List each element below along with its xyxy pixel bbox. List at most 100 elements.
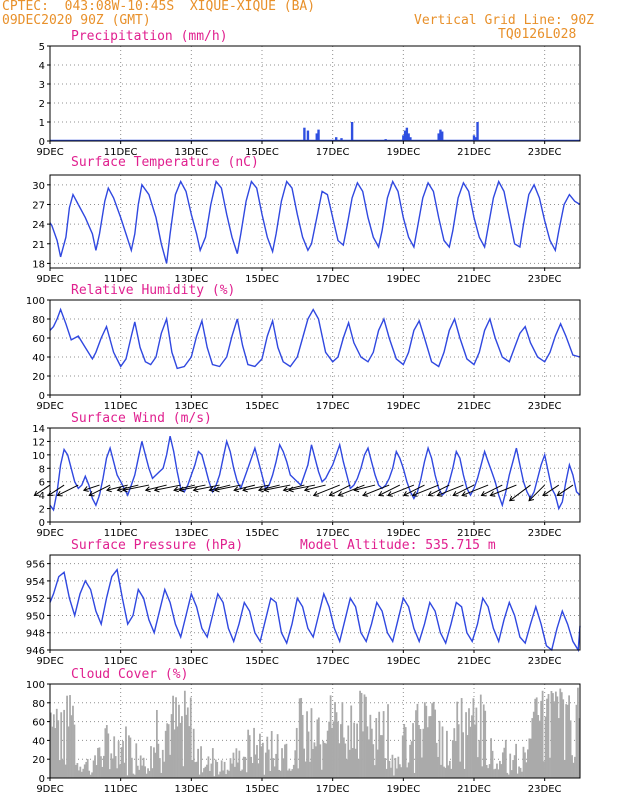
cloud-bar [319, 744, 322, 778]
cloud-bar [120, 747, 123, 778]
cloud-bar [351, 748, 354, 778]
cloud-bar [191, 760, 194, 778]
cloud-bar [469, 726, 472, 778]
cloud-bar [182, 766, 185, 778]
cloud-bar [493, 769, 495, 778]
cloud-bar [167, 724, 170, 778]
cloud-bar [549, 757, 551, 778]
cloud-bar [482, 704, 485, 778]
cloud-bar [471, 715, 473, 778]
y-tick-label: 6 [39, 478, 45, 489]
cloud-bar [63, 709, 66, 778]
cloud-bar [528, 738, 531, 778]
precip-bar [409, 137, 412, 141]
cloud-bar [534, 698, 537, 778]
x-tick-label: 11DEC [104, 401, 138, 412]
cloud-bar [559, 688, 562, 778]
cloud-bar [385, 768, 388, 778]
wind-vector [304, 484, 326, 491]
cloud-bar [388, 760, 391, 778]
cloud-bar [384, 758, 386, 778]
cloud-bar [507, 774, 510, 778]
cloud-bar [531, 718, 534, 778]
cloud-bar [223, 761, 226, 778]
cloud-bar [379, 735, 382, 778]
cloud-bar [513, 755, 516, 778]
cloud-bar [444, 767, 447, 778]
wind-vector-head [116, 486, 123, 493]
cloud-bar [254, 754, 257, 778]
cloud-bar [369, 714, 372, 778]
x-tick-label: 9DEC [36, 274, 63, 285]
wind-vector-head [173, 486, 179, 493]
y-tick-label: 4 [39, 61, 45, 72]
y-tick-label: 21 [32, 240, 45, 251]
x-tick-label: 9DEC [36, 784, 63, 795]
cloud-bar [478, 740, 481, 778]
y-tick-label: 950 [26, 611, 45, 622]
cloud-bar [499, 760, 501, 778]
wind-vector [461, 484, 489, 496]
cloud-bar [412, 723, 414, 778]
cloud-bar [104, 728, 107, 778]
x-tick-label: 17DEC [316, 656, 350, 667]
wind-vector-head [105, 486, 112, 493]
cloud-bar [114, 756, 117, 778]
cloud-bar [446, 730, 448, 778]
cloud-bar [77, 770, 80, 778]
cloud-bar [198, 774, 201, 778]
cloud-bar [370, 728, 373, 778]
cloud-bar [105, 725, 108, 778]
x-tick-label: 21DEC [457, 274, 491, 285]
cloud-bar [472, 698, 475, 778]
y-tick-label: 10 [32, 451, 45, 462]
cloud-bar [226, 769, 229, 778]
cloud-bar [398, 764, 401, 778]
cloud-bar [203, 768, 205, 778]
y-tick-label: 954 [26, 577, 45, 588]
series-line-rh [49, 307, 581, 370]
cloud-bar [423, 702, 426, 778]
cloud-bar [463, 768, 466, 778]
y-tick-label: 952 [26, 594, 45, 605]
series-line-temp [49, 179, 581, 264]
cloud-bar [425, 705, 428, 778]
x-tick-label: 21DEC [457, 401, 491, 412]
y-tick-label: 0 [39, 137, 45, 148]
wind-vector-head [312, 491, 319, 497]
cloud-bar [338, 743, 341, 778]
cloud-bar [454, 741, 457, 778]
cloud-bar [428, 716, 431, 778]
cloud-bar [512, 760, 515, 778]
cloud-bar [179, 722, 182, 778]
x-tick-label: 9DEC [36, 401, 63, 412]
panel-title: Surface Wind (m/s) [71, 411, 212, 426]
cloud-bar [197, 748, 199, 778]
wind-vector-head [282, 486, 289, 493]
cloud-bar [360, 692, 363, 778]
cloud-bar [547, 694, 550, 778]
cloud-bar [144, 766, 146, 778]
cloud-bar [264, 752, 267, 778]
y-tick-label: 3 [39, 80, 45, 91]
cloud-bar [207, 756, 210, 778]
cloud-bar [365, 696, 367, 778]
cloud-bar [568, 695, 570, 778]
x-tick-label: 11DEC [104, 528, 138, 539]
cloud-bar [172, 695, 174, 778]
cloud-bar [297, 768, 300, 778]
wind-vector-head [362, 491, 369, 497]
y-tick-label: 2 [39, 505, 45, 516]
x-tick-label: 15DEC [245, 528, 279, 539]
cloud-bar [488, 764, 491, 778]
cloud-bar [284, 744, 286, 778]
cloud-bar [61, 759, 64, 778]
cloud-bar [537, 715, 540, 778]
cloud-bar [431, 703, 434, 778]
cloud-bar [337, 721, 339, 778]
y-tick-label: 40 [32, 353, 45, 364]
cloud-bar [160, 772, 163, 778]
wind-vector [117, 484, 139, 491]
cloud-bar [575, 704, 578, 778]
wind-vector [528, 484, 546, 502]
